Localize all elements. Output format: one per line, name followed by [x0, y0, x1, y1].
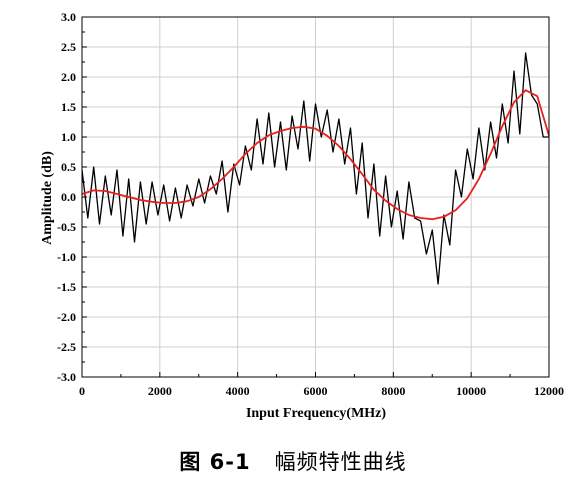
- y-tick-label: 1.0: [61, 130, 76, 144]
- x-tick-label: 8000: [381, 384, 405, 398]
- y-tick-label: -0.5: [57, 220, 76, 234]
- y-tick-label: 0.5: [61, 160, 76, 174]
- figure-caption: 图 6-1 幅频特性曲线: [0, 446, 586, 476]
- y-tick-label: -1.5: [57, 280, 76, 294]
- y-tick-label: 0.0: [61, 190, 76, 204]
- axis-ticks: [81, 16, 550, 378]
- x-tick-label: 6000: [304, 384, 328, 398]
- x-axis-label: Input Frequency(MHz): [246, 406, 386, 421]
- fitted-response-line: [81, 89, 550, 221]
- y-axis-label: Amplitude (dB): [40, 151, 55, 245]
- y-tick-label: 1.5: [61, 100, 76, 114]
- figure-title: 幅频特性曲线: [274, 450, 407, 474]
- y-tick-label: -2.0: [57, 310, 76, 324]
- grid-lines: [82, 17, 549, 377]
- measured-response-line: [81, 52, 549, 285]
- x-tick-label: 10000: [456, 384, 486, 398]
- y-tick-label: 2.0: [61, 70, 76, 84]
- tick-labels: 0 2000 4000 6000 8000 10000 12000 -3.0 -2.5 -2.0 -…: [57, 10, 564, 398]
- figure-number: 图 6-1: [179, 450, 251, 474]
- series-layer: [81, 52, 550, 285]
- x-tick-label: 0: [79, 384, 85, 398]
- y-tick-label: -3.0: [57, 370, 76, 384]
- x-tick-label: 4000: [226, 384, 250, 398]
- amplitude-frequency-chart: 0 2000 4000 6000 8000 10000 12000 -3.0 -2.5 -2.0 -…: [40, 10, 564, 421]
- y-tick-label: -2.5: [57, 340, 76, 354]
- x-tick-label: 12000: [534, 384, 564, 398]
- x-tick-label: 2000: [148, 384, 172, 398]
- y-tick-label: 3.0: [61, 10, 76, 24]
- y-tick-label: -1.0: [57, 250, 76, 264]
- y-tick-label: 2.5: [61, 40, 76, 54]
